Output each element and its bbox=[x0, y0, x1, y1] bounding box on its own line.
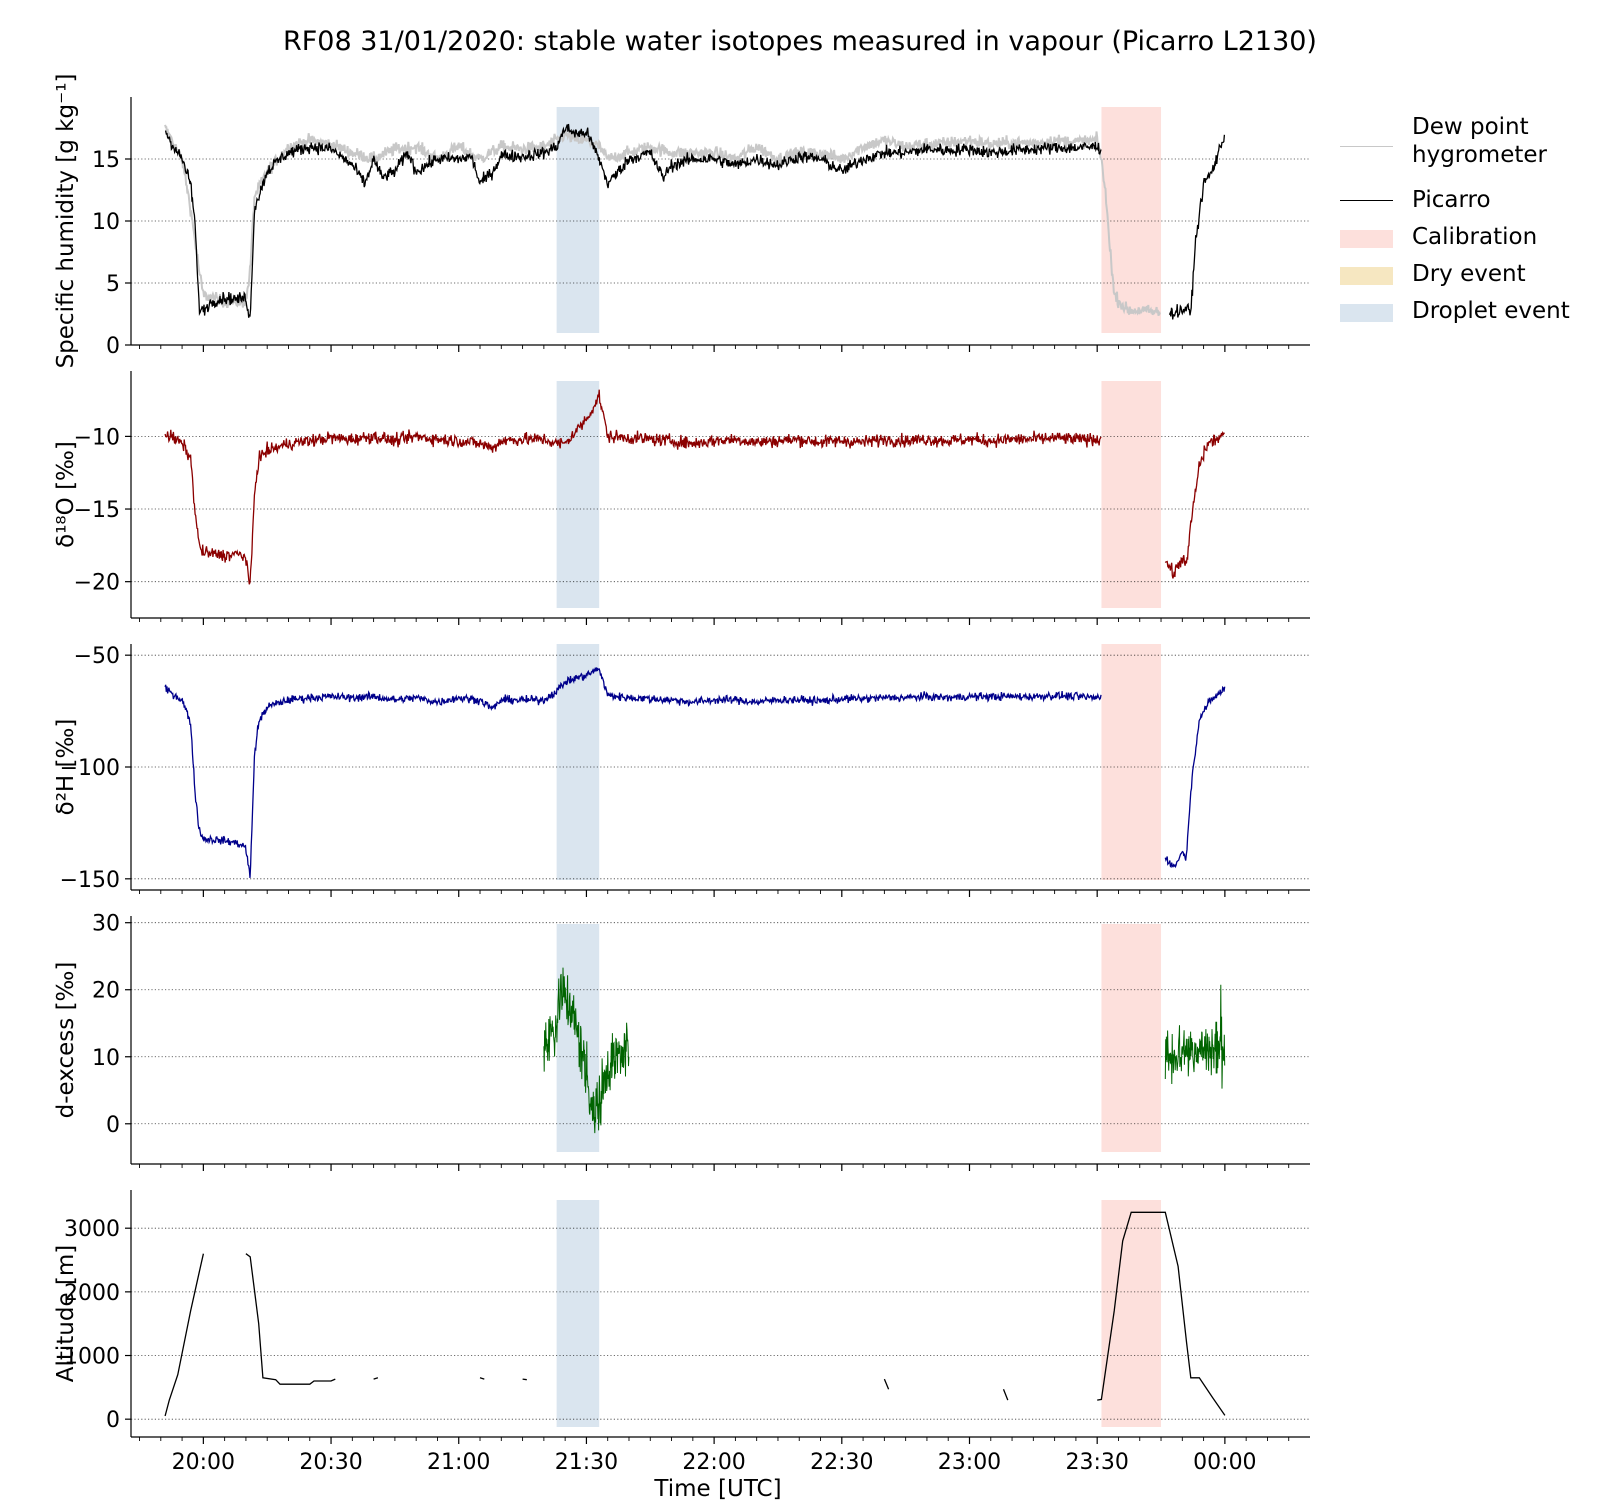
series-line-altitude bbox=[164, 1211, 1226, 1417]
x-tick-label: 20:30 bbox=[299, 1450, 362, 1475]
shaded-region-droplet-event bbox=[556, 644, 600, 880]
y-tick-label: −15 bbox=[74, 498, 120, 523]
x-tick-label: 23:30 bbox=[1065, 1450, 1128, 1475]
legend-label-calibration: Calibration bbox=[1412, 224, 1538, 250]
shaded-region-droplet-event bbox=[556, 1200, 600, 1427]
x-tick-label: 22:30 bbox=[810, 1450, 873, 1475]
x-tick-label: 21:00 bbox=[427, 1450, 490, 1475]
series-line-δ²h bbox=[164, 667, 1226, 878]
y-axis-label: Altitude [m] bbox=[53, 1245, 79, 1383]
y-tick-label: 3000 bbox=[64, 1217, 120, 1242]
legend-item-dew-point: Dew point hygrometer bbox=[1340, 114, 1590, 187]
y-tick-label: −150 bbox=[60, 868, 120, 893]
series-line-dew-point-hygrometer bbox=[164, 124, 1161, 316]
y-tick-label: 20 bbox=[92, 979, 120, 1004]
panel-5: 0 1000 2000 3000 20:00 20:30 21:00 21:30 22:00 22… bbox=[53, 1190, 1310, 1475]
legend-swatch-calibration bbox=[1340, 230, 1393, 248]
y-tick-label: −100 bbox=[60, 756, 120, 781]
shaded-region-droplet-event bbox=[556, 381, 600, 608]
y-tick-label: 10 bbox=[92, 1046, 120, 1071]
series-line-d-excess bbox=[543, 967, 1226, 1134]
legend-item-calibration: Calibration bbox=[1340, 224, 1590, 261]
legend-swatch-dew-point bbox=[1340, 146, 1393, 147]
y-tick-label: 0 bbox=[106, 1408, 120, 1433]
panel-4: 0 10 20 30 d-excess [‰] bbox=[53, 912, 1310, 1171]
legend-swatch-picarro bbox=[1340, 200, 1393, 201]
legend-item-dry-event: Dry event bbox=[1340, 261, 1590, 298]
y-tick-label: 1000 bbox=[64, 1345, 120, 1370]
y-axis-label: d-excess [‰] bbox=[53, 962, 79, 1119]
legend-label-droplet-event: Droplet event bbox=[1412, 298, 1570, 324]
x-tick-label: 21:30 bbox=[555, 1450, 618, 1475]
panel-3: −150 −100 −50 δ²H [‰] bbox=[53, 644, 1310, 897]
legend-item-droplet-event: Droplet event bbox=[1340, 298, 1590, 335]
shaded-region-calibration bbox=[1101, 644, 1162, 880]
series-line-picarro bbox=[165, 123, 1226, 320]
legend-label-dew-point-line2: hygrometer bbox=[1412, 142, 1547, 168]
x-axis-label: Time [UTC] bbox=[653, 1476, 781, 1500]
y-tick-label: 10 bbox=[92, 210, 120, 235]
y-tick-label: 30 bbox=[92, 912, 120, 937]
y-tick-label: −50 bbox=[74, 644, 120, 669]
y-axis-label: δ²H [‰] bbox=[53, 719, 79, 816]
shaded-region-calibration bbox=[1101, 381, 1162, 608]
x-tick-label: 23:00 bbox=[938, 1450, 1001, 1475]
series-line-δ¹⁸o bbox=[164, 389, 1225, 585]
shaded-region-calibration bbox=[1101, 1200, 1162, 1427]
y-tick-label: 0 bbox=[106, 1113, 120, 1138]
panel-1: 0 5 10 15 Specific humidity [g kg⁻¹] bbox=[53, 74, 1310, 369]
panels: 0 5 10 15 Specific humidity [g kg⁻¹] −20 −15 −1… bbox=[53, 74, 1310, 1475]
x-tick-label: 00:00 bbox=[1193, 1450, 1256, 1475]
legend-swatch-dry-event bbox=[1340, 267, 1393, 285]
y-axis-label: δ¹⁸O [‰] bbox=[53, 441, 79, 548]
y-tick-label: 5 bbox=[106, 272, 120, 297]
legend-item-picarro: Picarro bbox=[1340, 187, 1590, 224]
shaded-region-calibration bbox=[1101, 107, 1162, 333]
legend-label-dew-point-line1: Dew point bbox=[1412, 114, 1529, 140]
legend-label-dry-event: Dry event bbox=[1412, 261, 1526, 287]
y-axis-label: Specific humidity [g kg⁻¹] bbox=[53, 74, 79, 369]
legend-label-picarro: Picarro bbox=[1412, 187, 1491, 213]
x-tick-label: 22:00 bbox=[682, 1450, 745, 1475]
y-tick-label: 15 bbox=[92, 148, 120, 173]
chart-title: RF08 31/01/2020: stable water isotopes m… bbox=[283, 26, 1317, 57]
y-tick-label: 2000 bbox=[64, 1281, 120, 1306]
y-tick-label: 0 bbox=[106, 334, 120, 359]
x-tick-label: 20:00 bbox=[172, 1450, 235, 1475]
legend-swatch-droplet-event bbox=[1340, 304, 1393, 322]
legend: Dew point hygrometer Picarro Calibration… bbox=[1340, 114, 1590, 335]
y-tick-label: −20 bbox=[74, 571, 120, 596]
y-tick-label: −10 bbox=[74, 425, 120, 450]
shaded-region-calibration bbox=[1101, 924, 1162, 1152]
